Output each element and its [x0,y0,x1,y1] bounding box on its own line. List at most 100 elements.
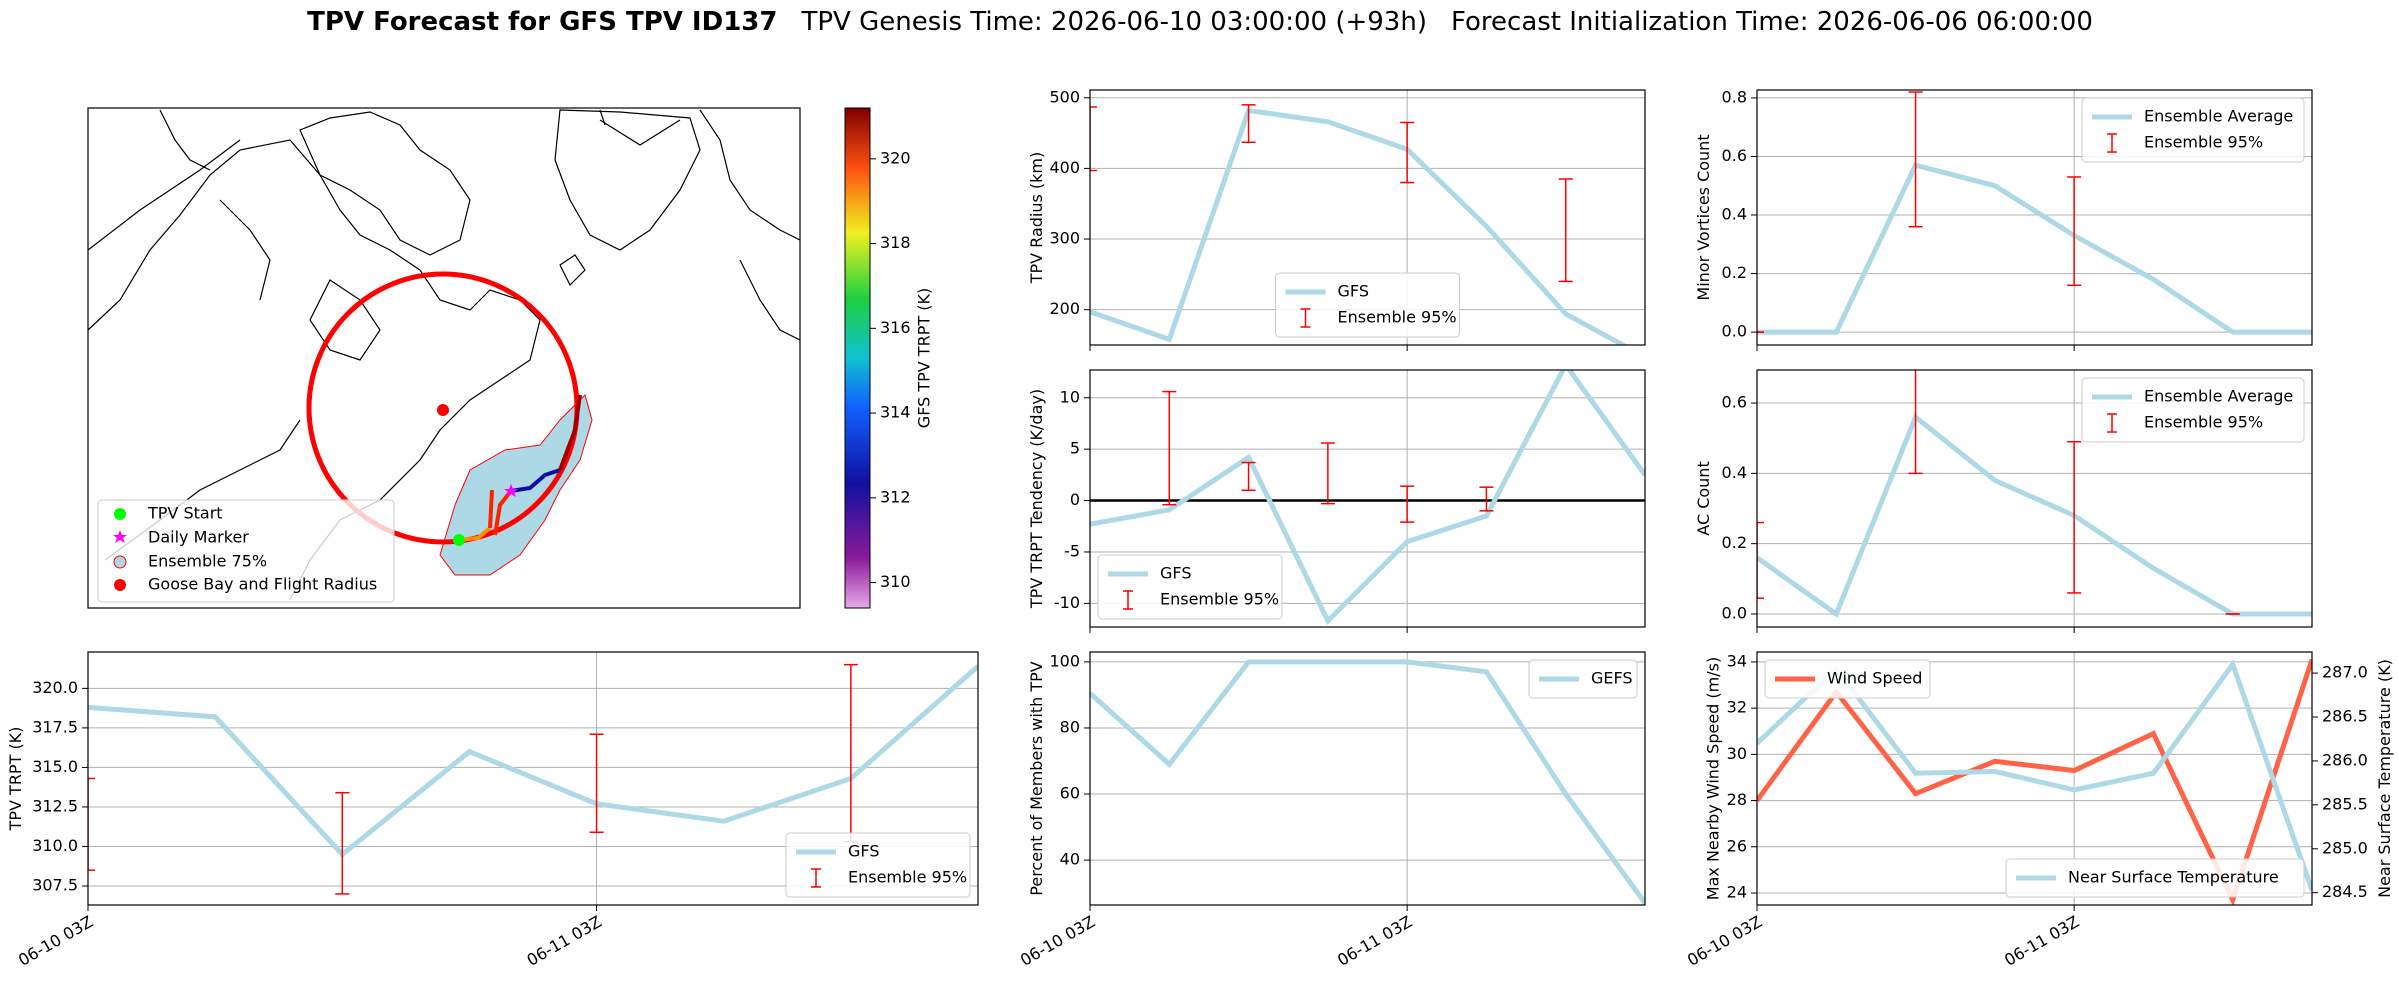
axes-frame [1089,651,1646,906]
legend-label: Ensemble 95% [1160,590,1279,609]
legend [2081,97,2305,163]
y-tick-label: 0.0 [1722,322,1747,341]
legend-marker [114,579,126,591]
legend [2005,858,2305,898]
y-tick-label: 0.4 [1722,205,1747,224]
tpv-start [453,534,465,546]
error-bar [335,791,350,895]
y-tick-label: 60 [1060,784,1080,803]
axes-frame [1756,369,2313,628]
legend-marker [113,530,127,543]
x-tick-label: 06-11 03Z [524,912,605,970]
y-axis-label: AC Count [1694,461,1713,535]
legend-marker [113,555,127,569]
y2-tick-label: 286.0 [2322,750,2368,769]
y-tick-label: 40 [1060,850,1080,869]
error-bar [1558,178,1573,283]
legend-label: Wind Speed [1827,669,1922,688]
map-legend [97,499,395,603]
y2-tick-label: 284.5 [2322,882,2368,901]
y-axis-label: TPV TRPT (K) [6,727,25,832]
y-tick-label: 310.0 [32,836,78,855]
legend-label: TPV Start [147,504,223,523]
legend-label: Ensemble Average [2144,387,2293,406]
error-bar [1241,104,1256,144]
y-tick-label: 30 [1727,744,1747,763]
series-line [88,664,978,858]
goose-bay [437,404,449,416]
legend-label: Ensemble 95% [1338,308,1457,327]
legend [2081,377,2305,443]
series-line [1090,370,1645,626]
y2-tick-label: 287.0 [2322,663,2368,682]
legend-label: Ensemble 95% [848,868,967,887]
map-frame [87,107,801,609]
colorbar-tick-label: 312 [880,487,911,506]
chart: 40 60 80 100 06-10 03Z 06-11 03Z Percent of Me… [1017,651,1646,970]
legend [1275,272,1460,338]
legend-label: Ensemble 95% [2144,413,2263,432]
y-axis-label: Percent of Members with TPV [1027,661,1046,895]
y-tick-label: 0.0 [1722,603,1747,622]
chart: 0.0 0.2 0.4 0.6 AC Count Ensemble Average Ense… [1694,369,2313,633]
colorbar [844,107,871,609]
axes-frame [1756,89,2313,346]
error-bar [1400,485,1415,523]
error-bar [1400,121,1415,184]
legend-label: Daily Marker [148,528,249,547]
legend [1528,659,1638,699]
axes-frame [87,651,979,906]
error-bar [1479,486,1494,512]
y-tick-label: 26 [1727,836,1747,855]
error-bar [843,663,858,843]
y2-tick-label: 285.0 [2322,838,2368,857]
error-bar [2067,176,2082,287]
error-bar [88,777,95,871]
y-axis-label: TPV TRPT Tendency (K/day) [1027,389,1046,609]
error-bar [1320,442,1335,505]
colorbar-label: GFS TPV TRPT (K) [915,288,934,428]
axes-frame [1756,651,2313,906]
legend-label: Near Surface Temperature [2068,868,2279,887]
series-line [1090,107,1629,345]
y-axis-label: TPV Radius (km) [1027,152,1046,285]
legend-label: GFS [1160,564,1191,583]
y-tick-label: 0 [1070,490,1080,509]
plot-area [1757,370,2312,618]
chart: 307.5 310.0 312.5 315.0 317.5 320.0 06-10 03Z 0… [6,651,979,970]
y-tick-label: 0.6 [1722,146,1747,165]
legend [1097,554,1283,620]
error-bar [1908,370,1923,475]
figure-title: TPV Forecast for GFS TPV ID137 TPV Genesi… [307,7,2093,37]
y-tick-label: 315.0 [32,757,78,776]
y-tick-label: 317.5 [32,717,78,736]
y-tick-label: 400 [1049,158,1080,177]
chart: 0.0 0.2 0.4 0.6 0.8 Minor Vortices Count Ensem… [1694,87,2313,351]
legend-label: GEFS [1591,669,1633,688]
error-bar [1757,521,1764,599]
error-bar [2067,440,2082,594]
y-tick-label: 0.8 [1722,87,1747,106]
ensemble-75-area [439,394,593,576]
plot-area [1090,104,1629,345]
daily-marker [504,484,518,497]
series-line [1757,162,2312,335]
legend-label: Goose Bay and Flight Radius [148,575,377,594]
plot-area [88,663,978,895]
genesis-time: TPV Genesis Time: 2026-06-10 03:00:00 (+… [800,7,1427,37]
init-time: Forecast Initialization Time: 2026-06-06… [1451,7,2093,37]
colorbar-tick-label: 314 [880,403,911,422]
legend-label: Ensemble 75% [148,552,267,571]
plot-area [1090,370,1645,626]
x-tick-label: 06-11 03Z [1334,912,1415,970]
y-axis-label: Minor Vortices Count [1694,134,1713,300]
chart: 24 26 28 30 32 34 06-10 03Z 06-11 03Z 284.5 285.0… [1684,651,2394,970]
map: TPV Start Daily Marker Ensemble 75% Goos… [87,107,934,609]
chart: -10 -5 0 5 10 TPV TRPT Tendency (K/day) GFS Ens… [1027,369,1646,633]
y-tick-label: 300 [1049,229,1080,248]
x-tick-label: 06-10 03Z [15,912,96,970]
y2-tick-label: 285.5 [2322,794,2368,813]
error-bar [1241,461,1256,492]
y-tick-label: 28 [1727,790,1747,809]
